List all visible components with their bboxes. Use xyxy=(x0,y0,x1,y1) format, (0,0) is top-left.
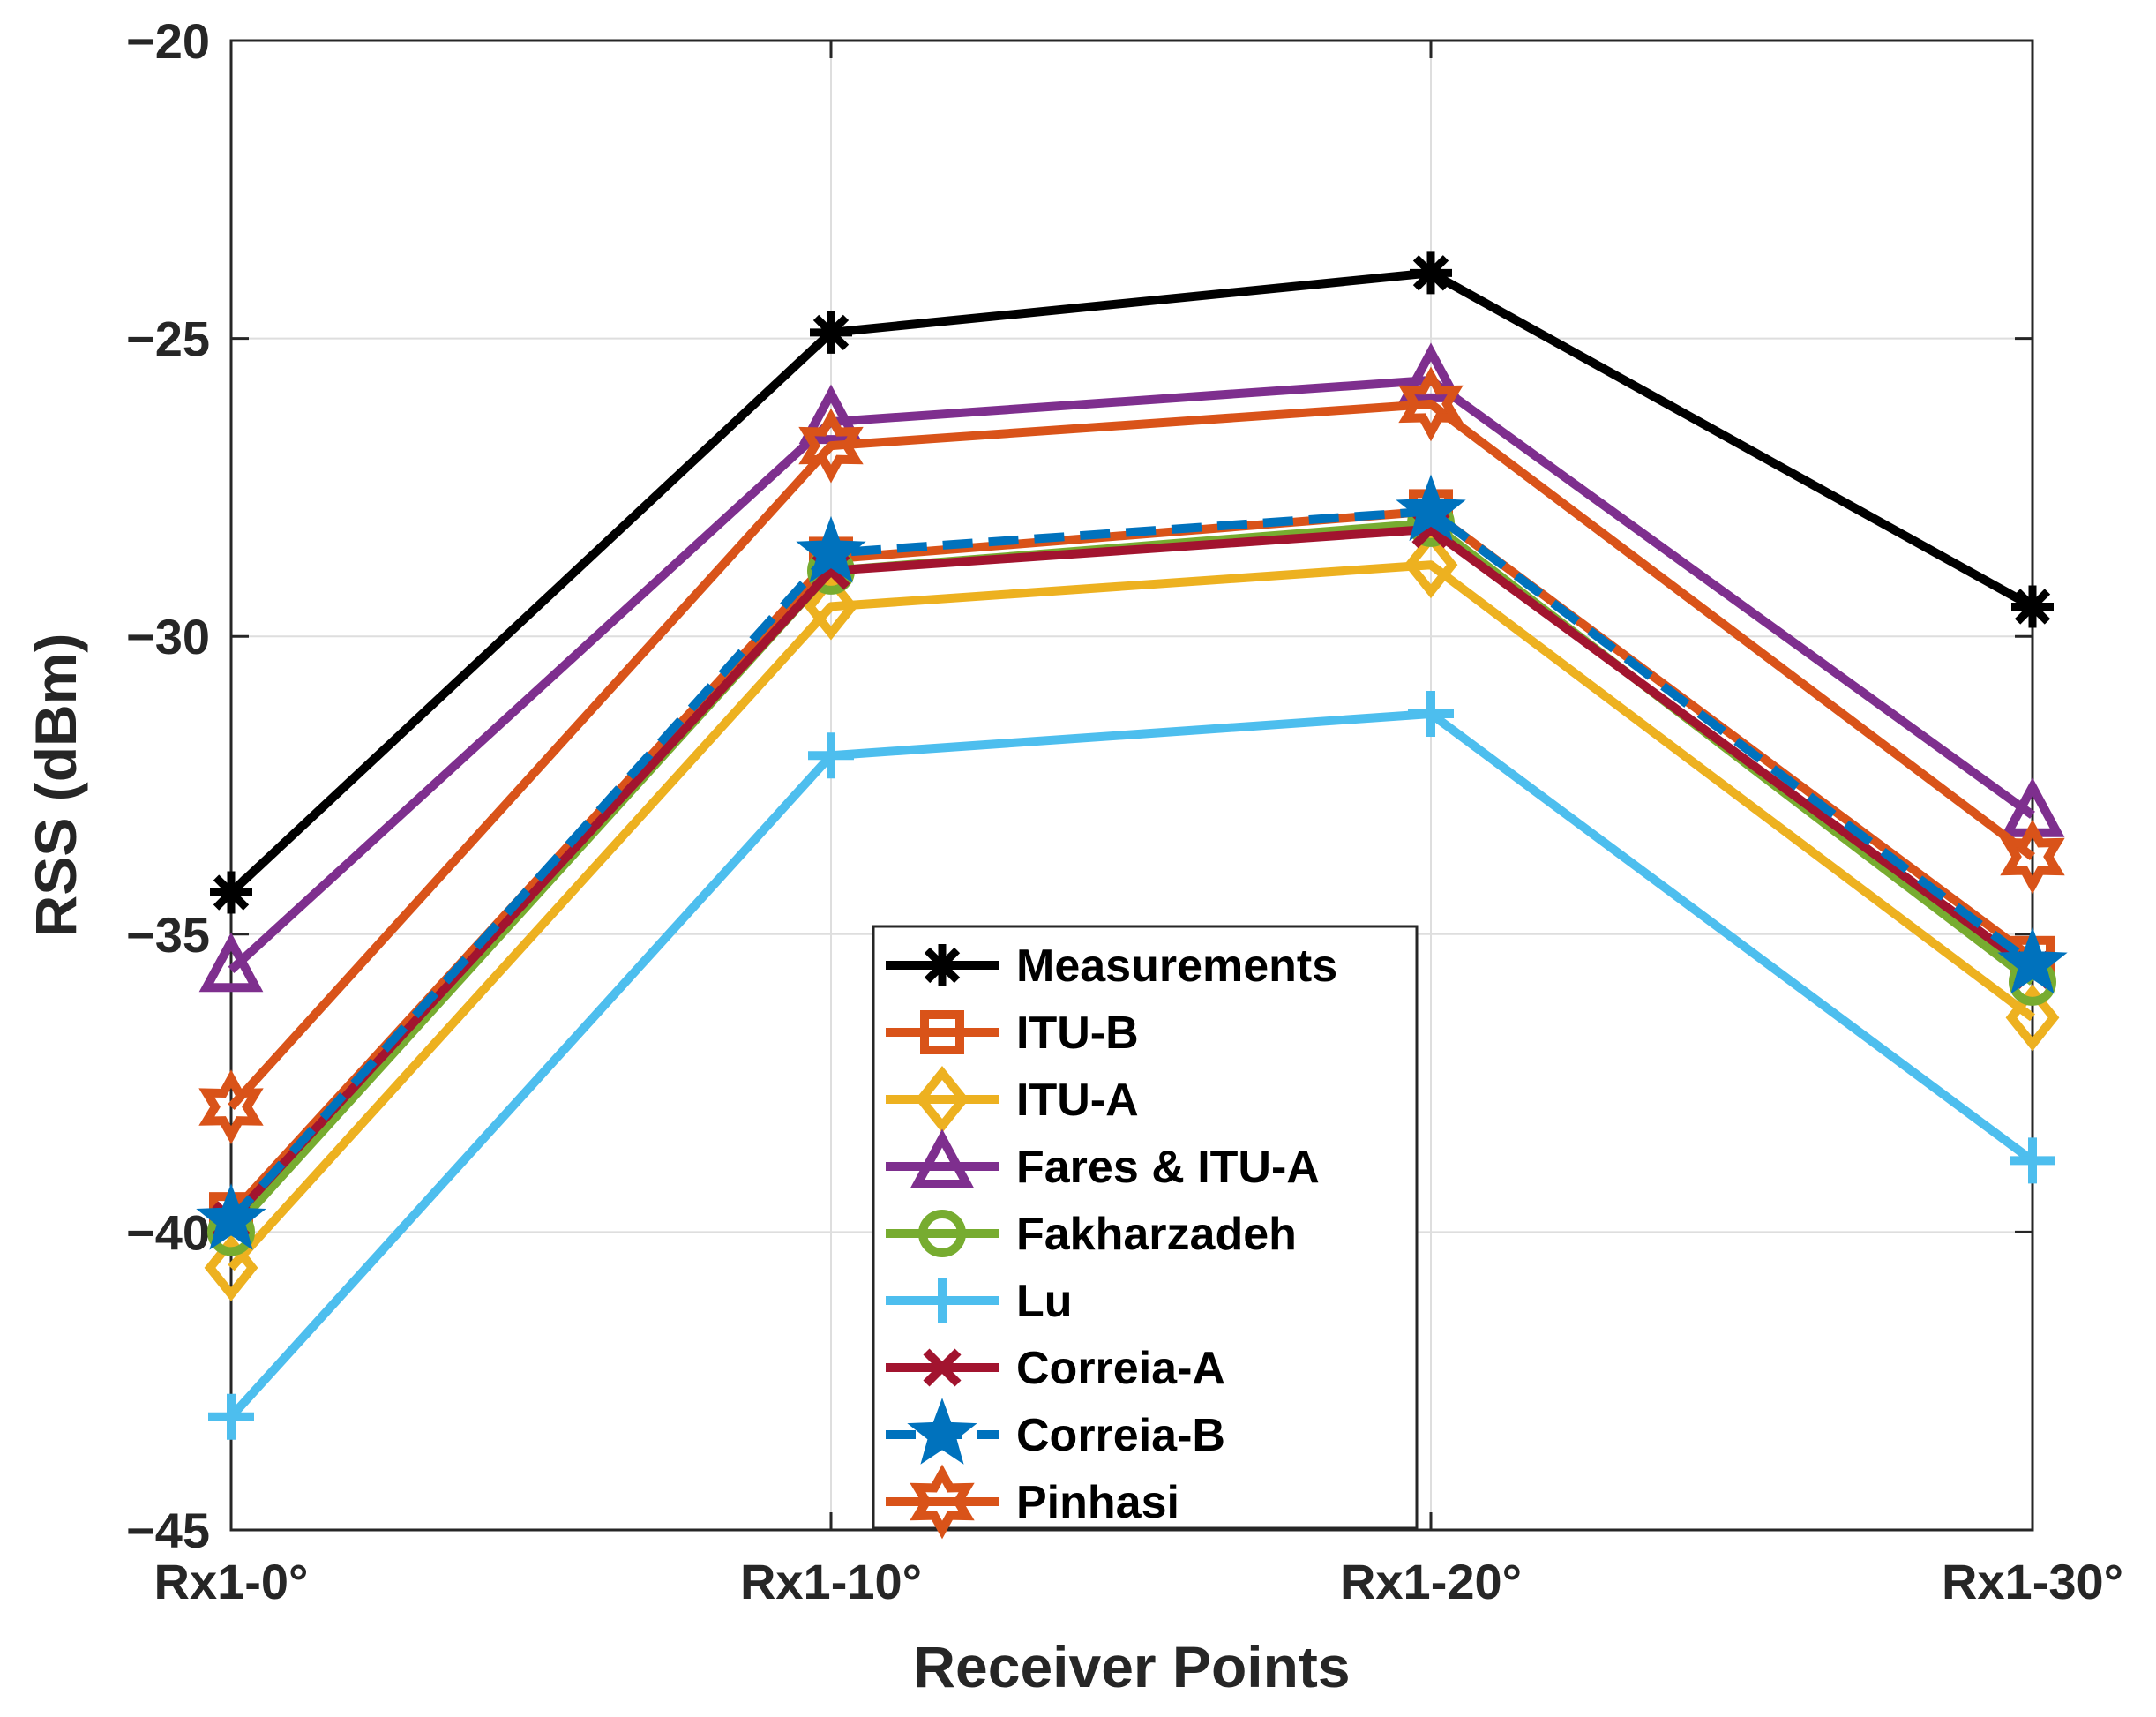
x-tick-label: Rx1-0° xyxy=(154,1554,309,1609)
y-tick-label: −40 xyxy=(126,1204,210,1260)
legend-label: Fakharzadeh xyxy=(1016,1209,1297,1260)
series-lu xyxy=(208,690,2055,1440)
data-point xyxy=(1398,342,1464,402)
legend-marker xyxy=(921,944,963,986)
data-point xyxy=(198,932,264,993)
data-point xyxy=(1404,531,1458,599)
legend-marker xyxy=(907,1398,977,1465)
legend-label: Fares & ITU-A xyxy=(1016,1142,1320,1193)
legend-marker xyxy=(919,1278,965,1323)
data-point xyxy=(1410,251,1452,295)
data-point xyxy=(804,573,858,641)
legend: Measurements ITU-B ITU-A Fares & ITU-A Fakha… xyxy=(872,925,1419,1540)
x-tick-label: Rx1-10° xyxy=(740,1554,922,1609)
legend-entry: Correia-B xyxy=(886,1398,1225,1465)
series-pinhasi xyxy=(198,366,2065,1144)
data-point xyxy=(196,1183,266,1250)
x-tick-label: Rx1-30° xyxy=(1942,1554,2123,1609)
data-point xyxy=(798,408,864,484)
y-tick-label: −30 xyxy=(126,609,210,664)
series-line xyxy=(228,268,2035,896)
data-point xyxy=(210,871,252,914)
legend-label: Correia-B xyxy=(1016,1410,1225,1461)
data-point xyxy=(796,515,866,583)
series-line xyxy=(228,399,2036,1110)
data-point xyxy=(810,311,852,354)
legend-label: Correia-A xyxy=(1016,1343,1225,1394)
data-point xyxy=(208,1393,254,1440)
data-point xyxy=(2010,1137,2055,1184)
legend-entry: Correia-A xyxy=(886,1343,1225,1394)
data-point xyxy=(1398,366,1464,442)
series-line xyxy=(228,560,2036,1271)
y-tick-label: −35 xyxy=(126,907,210,963)
data-point xyxy=(204,1233,258,1301)
legend-marker xyxy=(918,1210,966,1257)
y-tick-label: −45 xyxy=(126,1503,210,1558)
legend-entry: Measurements xyxy=(886,941,1337,992)
data-point xyxy=(1997,926,2068,994)
legend-entry: Fares & ITU-A xyxy=(886,1128,1320,1193)
x-axis-title: Receiver Points xyxy=(913,1634,1350,1699)
series-itu-a xyxy=(204,531,2060,1301)
series-group xyxy=(196,251,2068,1440)
series-line xyxy=(228,506,2036,1224)
legend-label: Pinhasi xyxy=(1016,1477,1179,1528)
legend-label: ITU-B xyxy=(1016,1008,1139,1059)
legend-entry: Pinhasi xyxy=(886,1464,1179,1540)
legend-entry: Lu xyxy=(886,1276,1073,1327)
series-line xyxy=(228,709,2035,1421)
legend-entry: ITU-B xyxy=(886,1008,1139,1059)
legend-marker xyxy=(910,1464,975,1540)
data-point xyxy=(798,384,864,445)
data-point xyxy=(198,1069,264,1144)
legend-marker xyxy=(910,1128,975,1188)
data-point xyxy=(2005,984,2060,1052)
legend-entry: Fakharzadeh xyxy=(886,1209,1297,1260)
legend-label: Lu xyxy=(1016,1276,1073,1327)
data-point xyxy=(2000,819,2065,895)
series-line xyxy=(228,375,2035,973)
legend-entry: ITU-A xyxy=(886,1065,1139,1134)
data-point xyxy=(2011,585,2054,628)
y-axis-title: RSS (dBm) xyxy=(23,634,88,938)
data-point xyxy=(1408,690,1454,737)
data-point xyxy=(808,732,854,779)
series-measurements xyxy=(210,251,2054,914)
legend-marker xyxy=(923,1348,962,1387)
legend-marker xyxy=(915,1065,969,1134)
legend-marker xyxy=(920,1010,964,1054)
legend-label: ITU-A xyxy=(1016,1075,1139,1126)
series-line xyxy=(228,524,2035,1224)
series-correia-b xyxy=(196,474,2068,1250)
legend-label: Measurements xyxy=(1016,941,1337,992)
data-point xyxy=(1396,474,1466,542)
y-tick-label: −20 xyxy=(126,13,210,69)
y-tick-label: −25 xyxy=(126,311,210,367)
series-fares-itu-a xyxy=(198,342,2065,993)
x-tick-label: Rx1-20° xyxy=(1340,1554,1522,1609)
